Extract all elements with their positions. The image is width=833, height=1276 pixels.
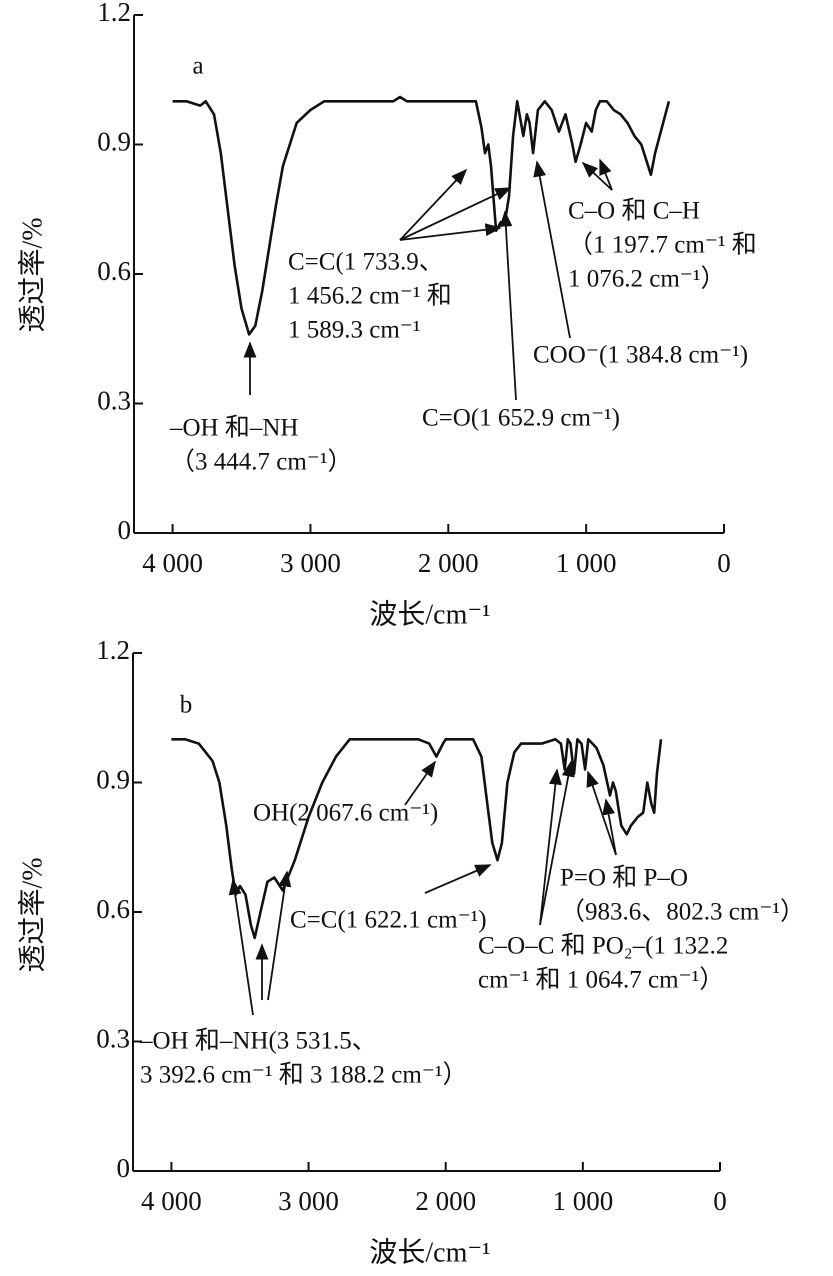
arrow	[581, 161, 613, 191]
annotation: C=C(1 622.1 cm⁻¹)	[290, 907, 487, 934]
annotation: C=C(1 733.9、	[288, 249, 444, 276]
panel-label: a	[192, 53, 203, 80]
arrow	[399, 187, 512, 241]
arrow	[399, 168, 468, 241]
x-tick-label: 3 000	[280, 548, 341, 578]
y-tick-label: 0.9	[97, 127, 131, 157]
arrow	[586, 770, 617, 856]
annotation: P=O 和 P–O	[560, 864, 688, 892]
y-tick-label: 0.6	[97, 256, 131, 286]
y-tick-label: 0	[118, 515, 132, 545]
x-tick-label: 4 000	[142, 548, 203, 578]
annotation: （3 444.7 cm⁻¹）	[170, 448, 352, 476]
arrow	[539, 768, 562, 926]
annotation: （983.6、802.3 cm⁻¹）	[560, 898, 805, 926]
arrow	[404, 760, 436, 806]
spectrum-line	[171, 738, 663, 940]
y-tick-label: 0	[117, 1153, 131, 1183]
x-tick-label: 1 000	[556, 548, 617, 578]
x-tick-label: 0	[713, 1186, 727, 1216]
y-tick-label: 0.6	[96, 894, 130, 924]
arrow	[499, 210, 517, 401]
x-tick-label: 3 000	[278, 1186, 339, 1216]
annotation: COO⁻(1 384.8 cm⁻¹)	[533, 342, 748, 369]
y-tick-label: 0.3	[96, 1024, 130, 1054]
arrow	[267, 870, 292, 1001]
y-tick-label: 1.2	[97, 0, 131, 27]
arrow	[539, 760, 575, 926]
panel-label: b	[180, 692, 193, 719]
annotation: cm⁻¹ 和 1 064.7 cm⁻¹）	[478, 966, 724, 994]
annotation: 3 392.6 cm⁻¹ 和 3 188.2 cm⁻¹）	[140, 1061, 467, 1089]
annotation: –OH 和–NH	[169, 414, 298, 442]
arrow	[602, 798, 617, 856]
arrow	[228, 878, 254, 1016]
annotation: （1 197.7 cm⁻¹ 和	[568, 231, 757, 259]
annotation: –OH 和–NH(3 531.5、	[139, 1027, 377, 1055]
x-tick-label: 2 000	[418, 548, 479, 578]
arrow	[533, 160, 571, 339]
x-tick-label: 2 000	[415, 1186, 476, 1216]
annotation: OH(2 067.6 cm⁻¹)	[253, 800, 438, 827]
x-axis-label: 波长/cm⁻¹	[369, 1236, 490, 1268]
arrow	[424, 864, 492, 894]
spectrum-line	[172, 95, 671, 336]
arrow	[599, 158, 613, 191]
x-tick-label: 0	[717, 548, 731, 578]
annotation: 1 076.2 cm⁻¹）	[568, 265, 725, 293]
annotation: 1 589.3 cm⁻¹	[288, 317, 420, 344]
y-tick-label: 0.3	[97, 386, 131, 416]
annotation: 1 456.2 cm⁻¹ 和	[288, 282, 452, 310]
x-tick-label: 1 000	[552, 1186, 613, 1216]
x-tick-label: 4 000	[141, 1186, 202, 1216]
y-tick-label: 0.9	[96, 765, 130, 795]
y-tick-label: 1.2	[96, 635, 130, 665]
y-axis-label: 透过率/%	[16, 217, 48, 332]
annotation: C=O(1 652.9 cm⁻¹)	[422, 405, 620, 432]
x-axis-label: 波长/cm⁻¹	[369, 598, 490, 630]
annotation: C–O–C 和 PO₂–(1 132.2	[478, 932, 728, 960]
arrow	[399, 223, 502, 241]
annotation: C–O 和 C–H	[568, 197, 700, 225]
y-axis-label: 透过率/%	[16, 857, 48, 972]
